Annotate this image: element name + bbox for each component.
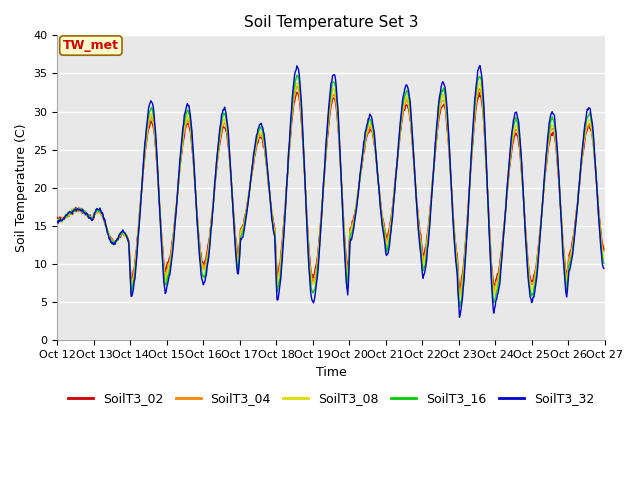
SoilT3_04 xyxy=(456,292,463,298)
SoilT3_16 xyxy=(600,261,608,266)
Text: TW_met: TW_met xyxy=(63,39,119,52)
SoilT3_02 xyxy=(600,247,608,252)
SoilT3_08 xyxy=(54,217,61,223)
SoilT3_32 xyxy=(413,206,420,212)
Line: SoilT3_32: SoilT3_32 xyxy=(58,66,604,317)
SoilT3_04 xyxy=(600,248,608,254)
SoilT3_32 xyxy=(63,211,71,216)
SoilT3_32 xyxy=(175,170,183,176)
SoilT3_32 xyxy=(54,218,61,224)
SoilT3_02 xyxy=(63,213,71,218)
SoilT3_04 xyxy=(294,84,301,90)
SoilT3_32 xyxy=(204,260,212,265)
SoilT3_32 xyxy=(397,114,404,120)
SoilT3_04 xyxy=(398,118,406,123)
Line: SoilT3_02: SoilT3_02 xyxy=(58,93,604,289)
SoilT3_16 xyxy=(204,255,212,261)
SoilT3_04 xyxy=(175,173,183,179)
SoilT3_16 xyxy=(414,215,422,221)
SoilT3_02 xyxy=(294,90,301,96)
SoilT3_08 xyxy=(397,121,404,127)
SoilT3_32 xyxy=(120,228,127,234)
SoilT3_08 xyxy=(456,296,463,301)
SoilT3_08 xyxy=(476,80,484,85)
SoilT3_16 xyxy=(456,304,463,310)
SoilT3_08 xyxy=(600,255,608,261)
SoilT3_04 xyxy=(414,209,422,215)
SoilT3_16 xyxy=(63,214,71,219)
SoilT3_04 xyxy=(120,231,127,237)
SoilT3_04 xyxy=(54,217,61,223)
SoilT3_04 xyxy=(204,248,212,254)
SoilT3_02 xyxy=(414,206,422,212)
SoilT3_02 xyxy=(175,176,183,181)
Y-axis label: Soil Temperature (C): Soil Temperature (C) xyxy=(15,124,28,252)
SoilT3_32 xyxy=(476,63,484,69)
SoilT3_04 xyxy=(63,214,71,220)
SoilT3_02 xyxy=(398,120,406,125)
Title: Soil Temperature Set 3: Soil Temperature Set 3 xyxy=(244,15,419,30)
SoilT3_32 xyxy=(600,265,608,271)
Line: SoilT3_08: SoilT3_08 xyxy=(58,83,604,299)
SoilT3_02 xyxy=(456,286,464,292)
SoilT3_08 xyxy=(120,229,127,235)
SoilT3_02 xyxy=(54,215,61,220)
SoilT3_16 xyxy=(398,109,406,115)
X-axis label: Time: Time xyxy=(316,366,346,379)
Legend: SoilT3_02, SoilT3_04, SoilT3_08, SoilT3_16, SoilT3_32: SoilT3_02, SoilT3_04, SoilT3_08, SoilT3_… xyxy=(63,387,600,410)
SoilT3_16 xyxy=(54,218,61,224)
SoilT3_08 xyxy=(63,212,71,218)
SoilT3_16 xyxy=(120,229,127,235)
SoilT3_08 xyxy=(175,173,183,179)
SoilT3_16 xyxy=(175,171,183,177)
SoilT3_02 xyxy=(120,231,127,237)
Line: SoilT3_16: SoilT3_16 xyxy=(58,75,604,307)
SoilT3_02 xyxy=(204,243,212,249)
SoilT3_08 xyxy=(413,203,420,209)
SoilT3_32 xyxy=(456,314,463,320)
Line: SoilT3_04: SoilT3_04 xyxy=(58,87,604,295)
SoilT3_16 xyxy=(294,72,301,78)
SoilT3_08 xyxy=(204,252,212,257)
